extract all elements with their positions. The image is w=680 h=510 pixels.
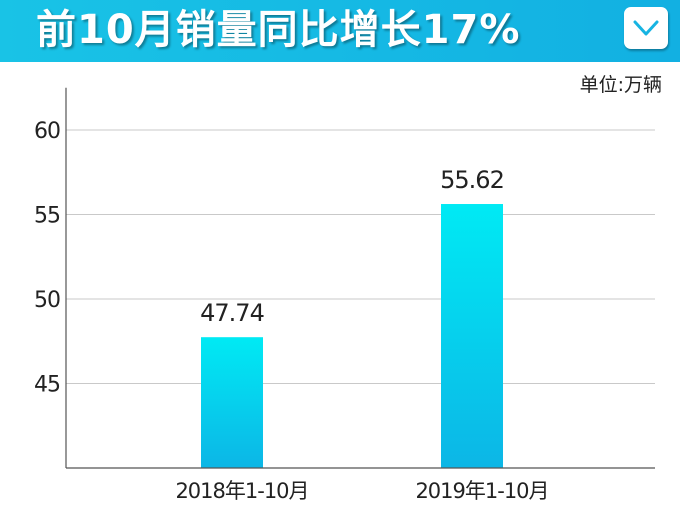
- bar-value-label: 55.62: [440, 166, 504, 194]
- bars: [201, 204, 503, 468]
- bar-value-label: 47.74: [200, 299, 264, 327]
- y-tick-label: 45: [34, 373, 60, 398]
- dropdown-button[interactable]: [624, 7, 668, 49]
- gridlines: [66, 129, 655, 384]
- chevron-down-icon: [633, 20, 659, 36]
- header-banner: 前10月销量同比增长17%: [0, 0, 680, 62]
- bar-2: [441, 204, 503, 468]
- x-category-label: 2019年1-10月: [415, 479, 548, 503]
- labels: 45 50 55 60 47.74 2018年1-10月 55.62 2019年1-10月: [34, 119, 550, 503]
- axes: [65, 87, 655, 469]
- unit-label: 单位:万辆: [579, 74, 662, 96]
- y-tick-label: 50: [34, 288, 60, 313]
- y-tick-label: 60: [34, 119, 60, 144]
- page-title: 前10月销量同比增长17%: [36, 7, 521, 53]
- y-tick-label: 55: [34, 204, 60, 229]
- x-category-label: 2018年1-10月: [175, 479, 308, 503]
- bar-1: [201, 337, 263, 468]
